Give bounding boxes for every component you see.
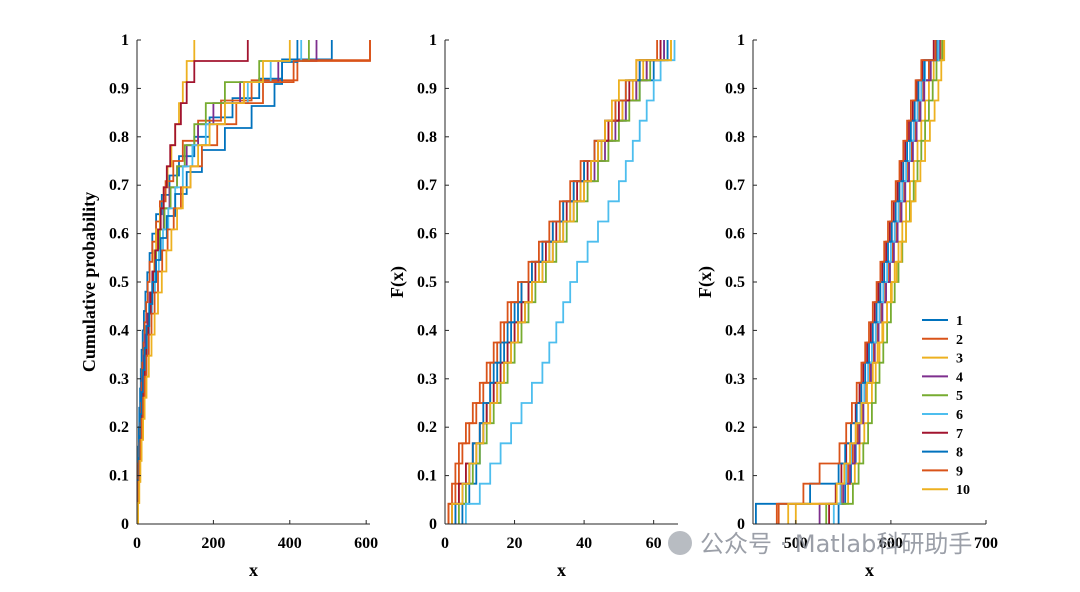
legend-label: 7	[956, 427, 963, 442]
y-tick-label: 0.4	[109, 322, 129, 339]
y-tick-label: 0.4	[725, 322, 745, 339]
x-tick-label: 40	[576, 535, 592, 552]
series-group	[755, 40, 946, 524]
y-tick-label: 0.9	[725, 80, 745, 97]
panel-middle: 0 0.1 0.2 0.3 0.4 0.5 0.6 0.7 0.8 0.9 1 0 20 40 60 x F(x…	[387, 32, 678, 580]
x-tick-label: 0	[133, 535, 141, 552]
legend-label: 4	[956, 370, 963, 385]
y-tick-label: 0.2	[725, 419, 745, 436]
series-line-8	[454, 40, 669, 524]
y-tick-label: 0.1	[417, 468, 437, 485]
legend-label: 3	[956, 352, 963, 367]
x-tick-label: 20	[507, 535, 523, 552]
legend-item-3: 3	[922, 352, 963, 367]
y-tick-label: 0.8	[725, 129, 745, 146]
legend-label: 9	[956, 464, 963, 479]
x-axis-label: x	[557, 560, 566, 580]
y-tick-label: 0.3	[417, 371, 437, 388]
y-tick-label: 0.2	[417, 419, 437, 436]
y-tick-label: 0.7	[725, 177, 745, 194]
y-axis-label: F(x)	[695, 266, 716, 298]
legend-item-7: 7	[922, 427, 963, 442]
series-line-1	[136, 40, 333, 524]
watermark: 公众号 · Matlab科研助手	[668, 530, 972, 558]
legend-label: 2	[956, 333, 963, 348]
series-line-9	[136, 40, 371, 524]
series-line-2	[136, 40, 371, 524]
y-tick-label: 0.9	[109, 80, 129, 97]
legend: 1 2 3 4 5 6 7 8 9 10	[922, 314, 970, 498]
y-tick-label: 0.5	[725, 274, 745, 291]
x-tick-label: 600	[354, 535, 378, 552]
series-line-3	[451, 40, 672, 524]
y-tick-label: 0.5	[109, 274, 129, 291]
y-tick-label: 0.2	[109, 419, 129, 436]
y-tick-label: 0	[429, 516, 437, 533]
legend-label: 8	[956, 446, 963, 461]
x-tick-label: 600	[879, 535, 903, 552]
y-tick-label: 0.1	[725, 468, 745, 485]
y-tick-label: 0.7	[417, 177, 437, 194]
series-line-10	[137, 40, 291, 524]
x-axis-label: x	[865, 560, 874, 580]
y-tick-label: 0.3	[109, 371, 129, 388]
y-tick-label: 0.8	[109, 129, 129, 146]
series-line-9	[775, 40, 937, 524]
legend-label: 6	[956, 408, 963, 423]
series-group	[136, 40, 371, 524]
series-line-4	[454, 40, 665, 524]
y-tick-label: 0.3	[725, 371, 745, 388]
y-axis-label: Cumulative probability	[79, 192, 99, 372]
y-tick-label: 0.8	[417, 129, 437, 146]
y-tick-label: 0.7	[109, 177, 129, 194]
legend-item-4: 4	[922, 370, 963, 385]
legend-item-1: 1	[922, 314, 963, 329]
legend-item-5: 5	[922, 389, 963, 404]
panel-right: 0 0.1 0.2 0.3 0.4 0.5 0.6 0.7 0.8 0.9 1 500 600 700 x F…	[695, 32, 998, 580]
wechat-icon	[668, 531, 692, 555]
panels-layer: 00.10.20.30.40.50.60.70.80.910 200 400 600x…	[79, 32, 998, 580]
legend-item-10: 10	[922, 483, 970, 498]
y-tick-label: 1	[737, 32, 745, 49]
x-tick-label: 60	[646, 535, 662, 552]
y-tick-label: 0.4	[417, 322, 437, 339]
legend-item-9: 9	[922, 464, 963, 479]
panel-left: 0 0.1 0.2 0.3 0.4 0.5 0.6 0.7 0.8 0.9 1 0 200 400 600 x…	[79, 32, 378, 580]
y-tick-label: 1	[121, 32, 129, 49]
legend-label: 1	[956, 314, 963, 329]
x-tick-label: 700	[974, 535, 998, 552]
series-line-4	[136, 40, 318, 524]
x-tick-label: 400	[278, 535, 302, 552]
y-tick-label: 0	[121, 516, 129, 533]
legend-label: 5	[956, 389, 963, 404]
series-line-6	[465, 40, 676, 524]
x-tick-label: 200	[201, 535, 225, 552]
legend-item-6: 6	[922, 408, 963, 423]
legend-label: 10	[956, 483, 970, 498]
legend-item-2: 2	[922, 333, 963, 348]
y-tick-label: 0.1	[109, 468, 129, 485]
legend-item-8: 8	[922, 446, 963, 461]
y-tick-label: 0.6	[417, 226, 437, 243]
x-tick-label: 0	[441, 535, 449, 552]
y-tick-label: 0.9	[417, 80, 437, 97]
y-tick-label: 0.6	[109, 226, 129, 243]
series-group	[447, 40, 676, 524]
series-line-1	[461, 40, 665, 524]
y-axis-label: F(x)	[387, 266, 408, 298]
x-tick-label: 500	[784, 535, 808, 552]
y-tick-label: 0.6	[725, 226, 745, 243]
series-line-5	[136, 40, 310, 524]
series-line-8	[136, 40, 299, 524]
series-line-10	[451, 40, 672, 524]
series-line-5	[458, 40, 669, 524]
x-axis-label: x	[249, 560, 258, 580]
y-tick-label: 1	[429, 32, 437, 49]
series-line-10	[787, 40, 946, 524]
y-tick-label: 0	[737, 516, 745, 533]
y-tick-label: 0.5	[417, 274, 437, 291]
watermark-text: 公众号 · Matlab科研助手	[700, 530, 972, 558]
